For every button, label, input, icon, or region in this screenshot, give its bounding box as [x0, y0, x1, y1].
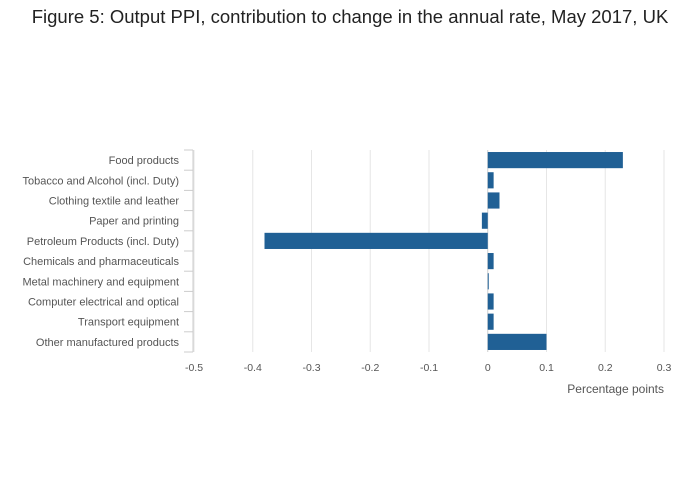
- bar: [481, 212, 488, 229]
- bar: [487, 172, 494, 189]
- x-tick-label: -0.3: [302, 362, 320, 374]
- category-label: Other manufactured products: [36, 337, 180, 349]
- bar: [487, 333, 547, 350]
- x-tick-label: 0.3: [657, 362, 672, 374]
- category-label: Petroleum Products (incl. Duty): [27, 236, 179, 248]
- category-label: Tobacco and Alcohol (incl. Duty): [22, 175, 179, 187]
- category-label: Paper and printing: [89, 216, 179, 228]
- x-tick-labels: -0.5 -0.4 -0.3 -0.2 -0.1 0 0.1 0.2 0.3: [185, 362, 671, 374]
- x-tick-label: -0.2: [361, 362, 379, 374]
- category-label: Metal machinery and equipment: [22, 276, 179, 288]
- category-label: Chemicals and pharmaceuticals: [23, 256, 179, 268]
- x-tick-label: 0.1: [539, 362, 554, 374]
- bar: [487, 293, 494, 310]
- bar: [487, 192, 500, 209]
- x-tick-label: -0.1: [420, 362, 438, 374]
- category-label: Clothing textile and leather: [49, 196, 180, 208]
- x-tick-label: 0.2: [598, 362, 613, 374]
- category-label: Computer electrical and optical: [28, 297, 179, 309]
- x-axis-title: Percentage points: [567, 382, 664, 396]
- bar: [264, 232, 488, 249]
- category-labels: Food products Tobacco and Alcohol (incl. …: [22, 155, 179, 349]
- bar: [487, 152, 623, 169]
- chart-title: Figure 5: Output PPI, contribution to ch…: [31, 6, 669, 27]
- gridlines: [184, 149, 665, 353]
- bar: [487, 273, 489, 290]
- bar: [487, 313, 494, 330]
- x-tick-label: -0.4: [244, 362, 262, 374]
- category-label: Food products: [109, 155, 180, 167]
- x-tick-label: -0.5: [185, 362, 203, 374]
- category-label: Transport equipment: [78, 317, 179, 329]
- bars: [264, 152, 623, 350]
- x-tick-label: 0: [485, 362, 491, 374]
- bar: [487, 253, 494, 270]
